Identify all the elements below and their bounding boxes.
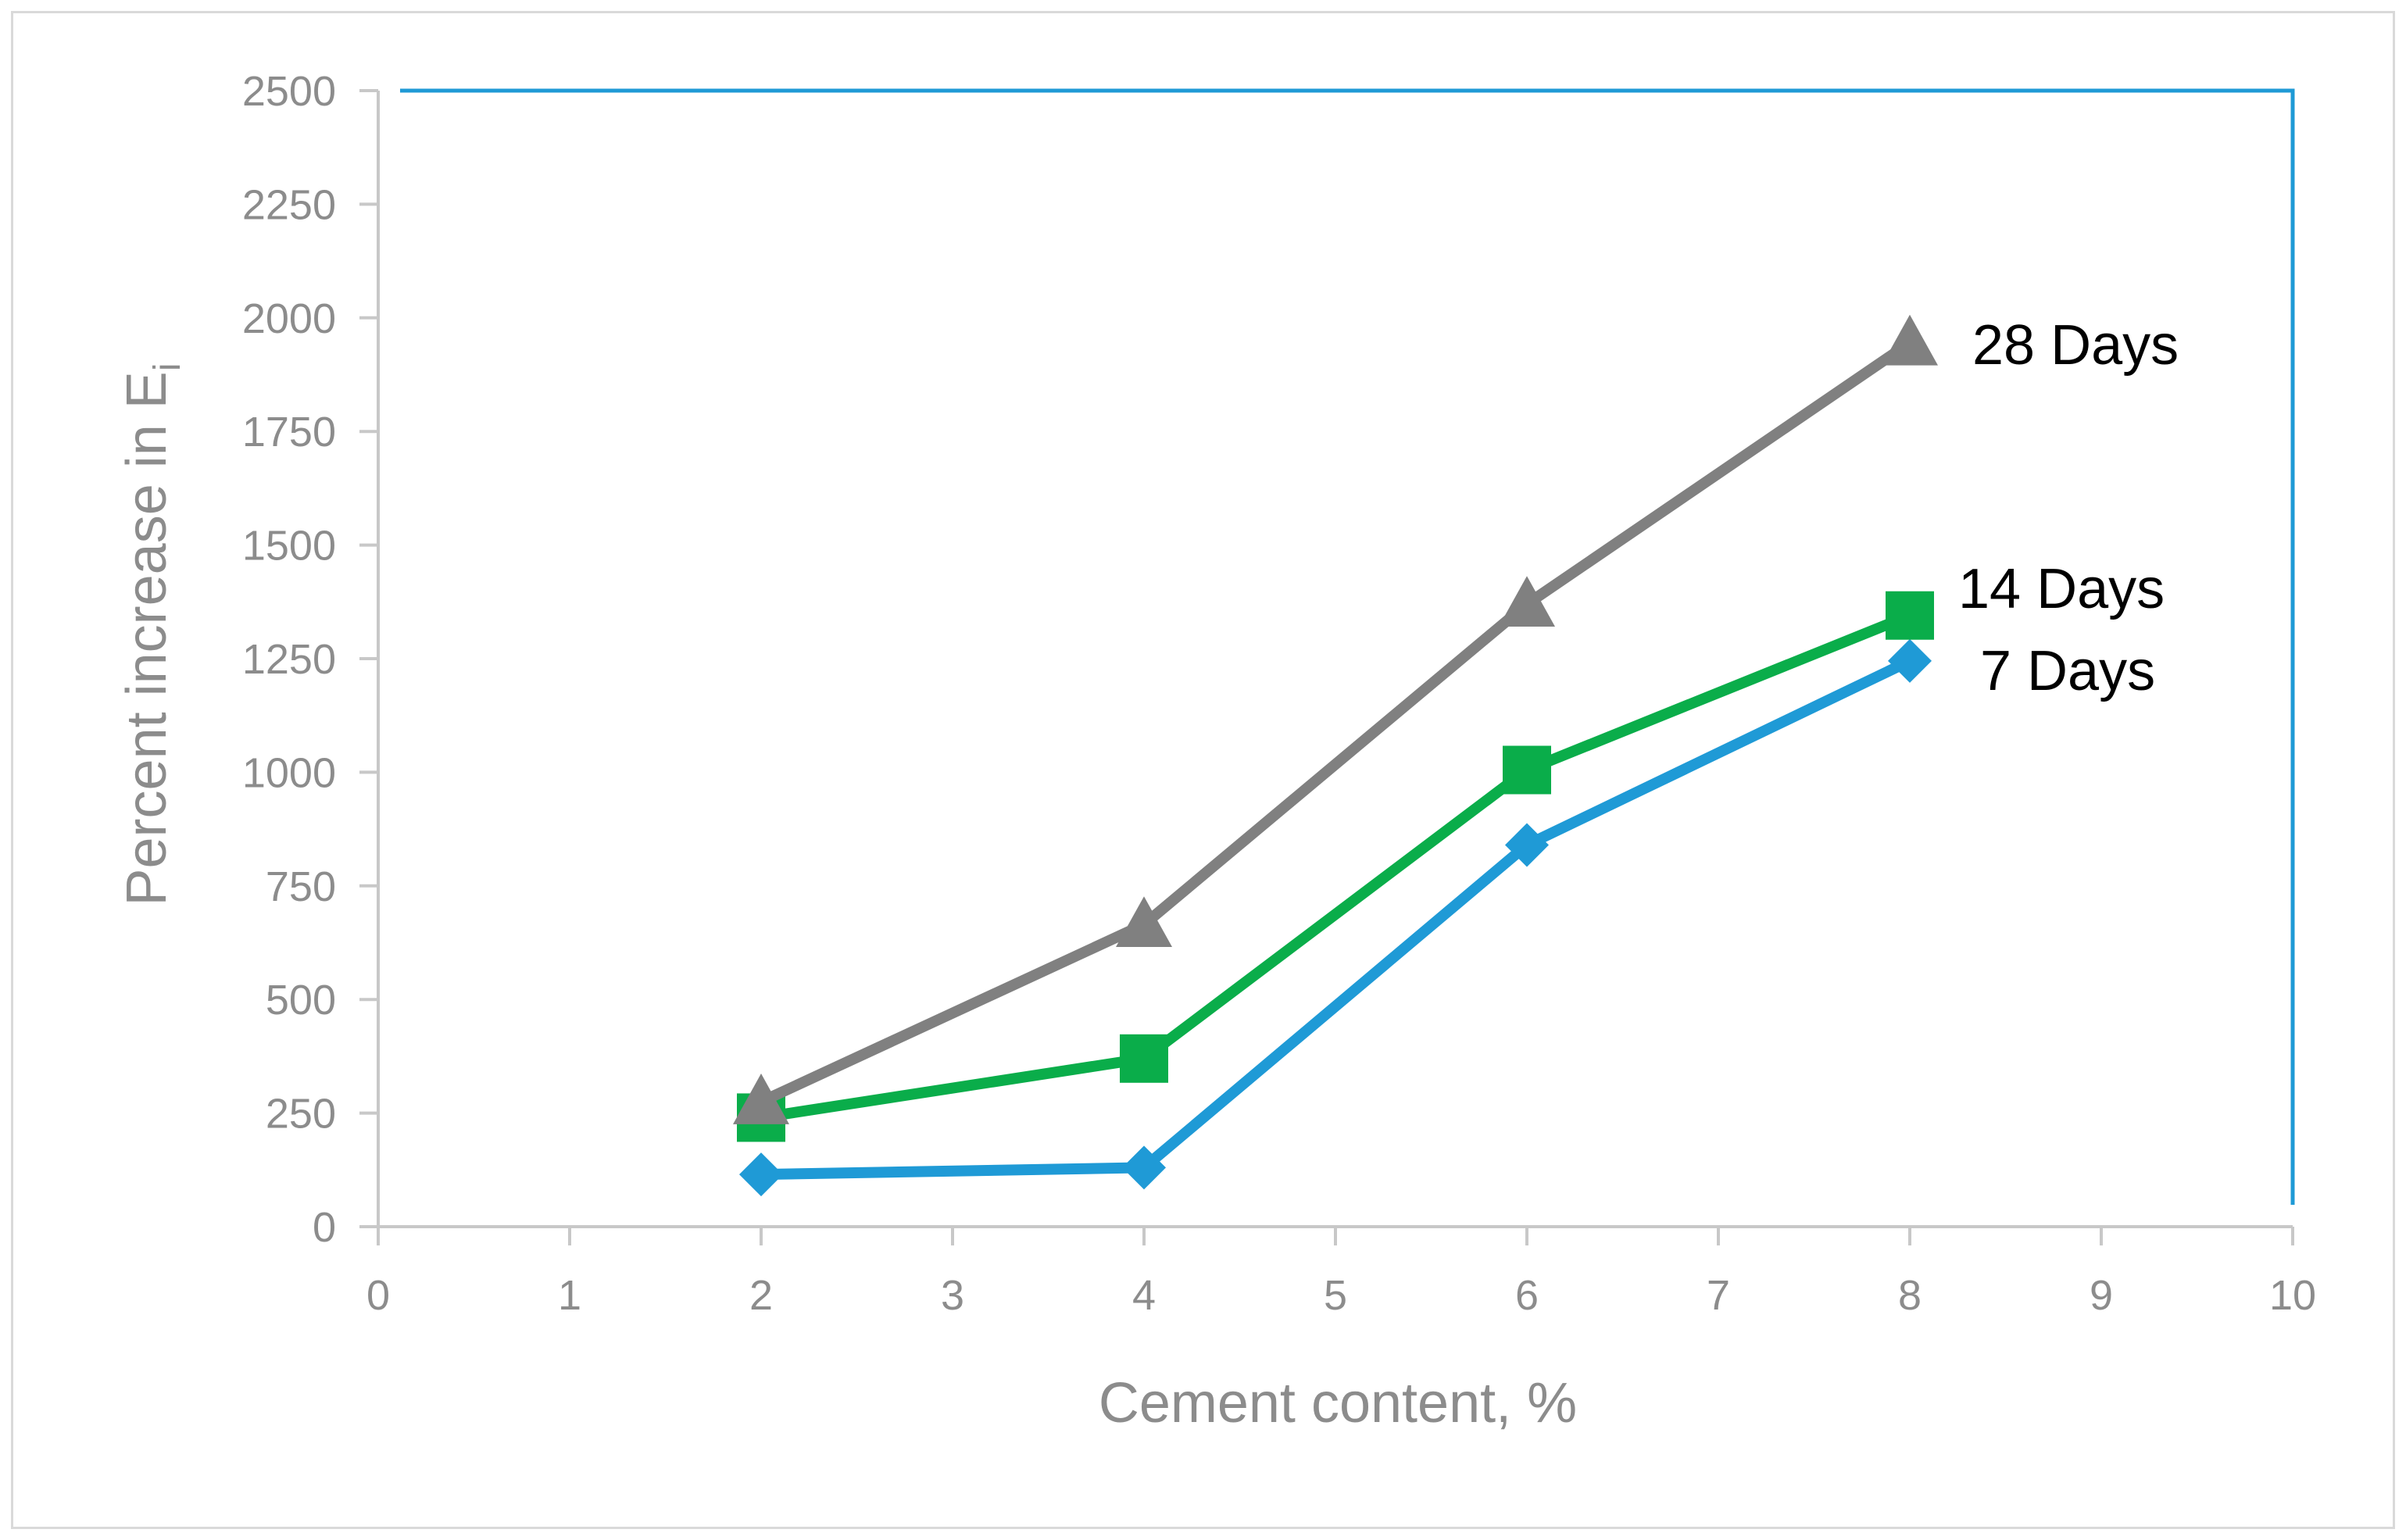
series-group <box>733 314 1938 1197</box>
x-tick-label: 3 <box>941 1272 964 1319</box>
y-tick-label: 750 <box>266 863 336 910</box>
series-label-7-days: 7 Days <box>1980 640 2155 702</box>
series-7-days <box>739 638 1932 1197</box>
x-tick-label: 9 <box>2090 1272 2113 1319</box>
plot-frame-border <box>400 88 2295 1205</box>
data-point-diamond <box>739 1152 783 1197</box>
y-axis-title: Percent increase in Ei <box>116 363 188 906</box>
data-point-diamond <box>1122 1145 1166 1190</box>
y-tick-label: 0 <box>313 1204 336 1251</box>
axes: 0 250 500 750 1000 1250 1500 1750 2000 2250 2500 0 1… <box>242 68 2316 1319</box>
y-tick-label: 2000 <box>242 295 336 342</box>
series-line <box>760 656 1913 1181</box>
data-point-square <box>1886 591 1934 640</box>
y-tick-label: 1750 <box>242 409 336 456</box>
data-point-square <box>1503 745 1551 795</box>
series-14-days <box>737 591 1934 1142</box>
x-tick-label: 4 <box>1132 1272 1156 1319</box>
y-tick-label: 250 <box>266 1091 336 1138</box>
x-tick-label: 7 <box>1707 1272 1730 1319</box>
series-labels: 7 Days 14 Days 28 Days <box>1958 314 2179 702</box>
data-point-square <box>1120 1034 1168 1083</box>
y-tick-label: 1000 <box>242 749 336 796</box>
data-point-triangle <box>1116 896 1172 948</box>
series-28-days <box>733 314 1938 1124</box>
y-tick-label: 1250 <box>242 636 336 683</box>
chart-frame <box>11 11 2395 1529</box>
data-point-triangle <box>1499 576 1555 627</box>
x-tick-label: 8 <box>1898 1272 1922 1319</box>
data-point-diamond <box>1505 823 1549 867</box>
x-tick-label: 5 <box>1324 1272 1347 1319</box>
data-point-diamond <box>1888 638 1932 683</box>
y-axis-title-subscript: i <box>147 363 188 371</box>
x-tick-label: 0 <box>366 1272 390 1319</box>
x-tick-label: 1 <box>558 1272 581 1319</box>
series-line <box>760 610 1912 1124</box>
y-tick-label: 500 <box>266 977 336 1024</box>
x-axis-title: Cement content, % <box>1099 1372 1577 1435</box>
y-tick-label: 1500 <box>242 523 336 570</box>
data-point-triangle <box>1882 314 1938 366</box>
y-tick-label: 2250 <box>242 181 336 228</box>
series-label-14-days: 14 Days <box>1958 558 2165 620</box>
x-tick-label: 6 <box>1515 1272 1539 1319</box>
series-label-28-days: 28 Days <box>1972 314 2179 377</box>
data-point-triangle <box>733 1074 789 1124</box>
x-tick-label: 2 <box>749 1272 773 1319</box>
x-tick-label: 10 <box>2269 1272 2316 1319</box>
y-axis-title-main: Percent increase in E <box>116 371 178 906</box>
plot-frame <box>400 88 2295 1205</box>
series-line <box>759 338 1913 1107</box>
y-tick-label: 2500 <box>242 68 336 115</box>
